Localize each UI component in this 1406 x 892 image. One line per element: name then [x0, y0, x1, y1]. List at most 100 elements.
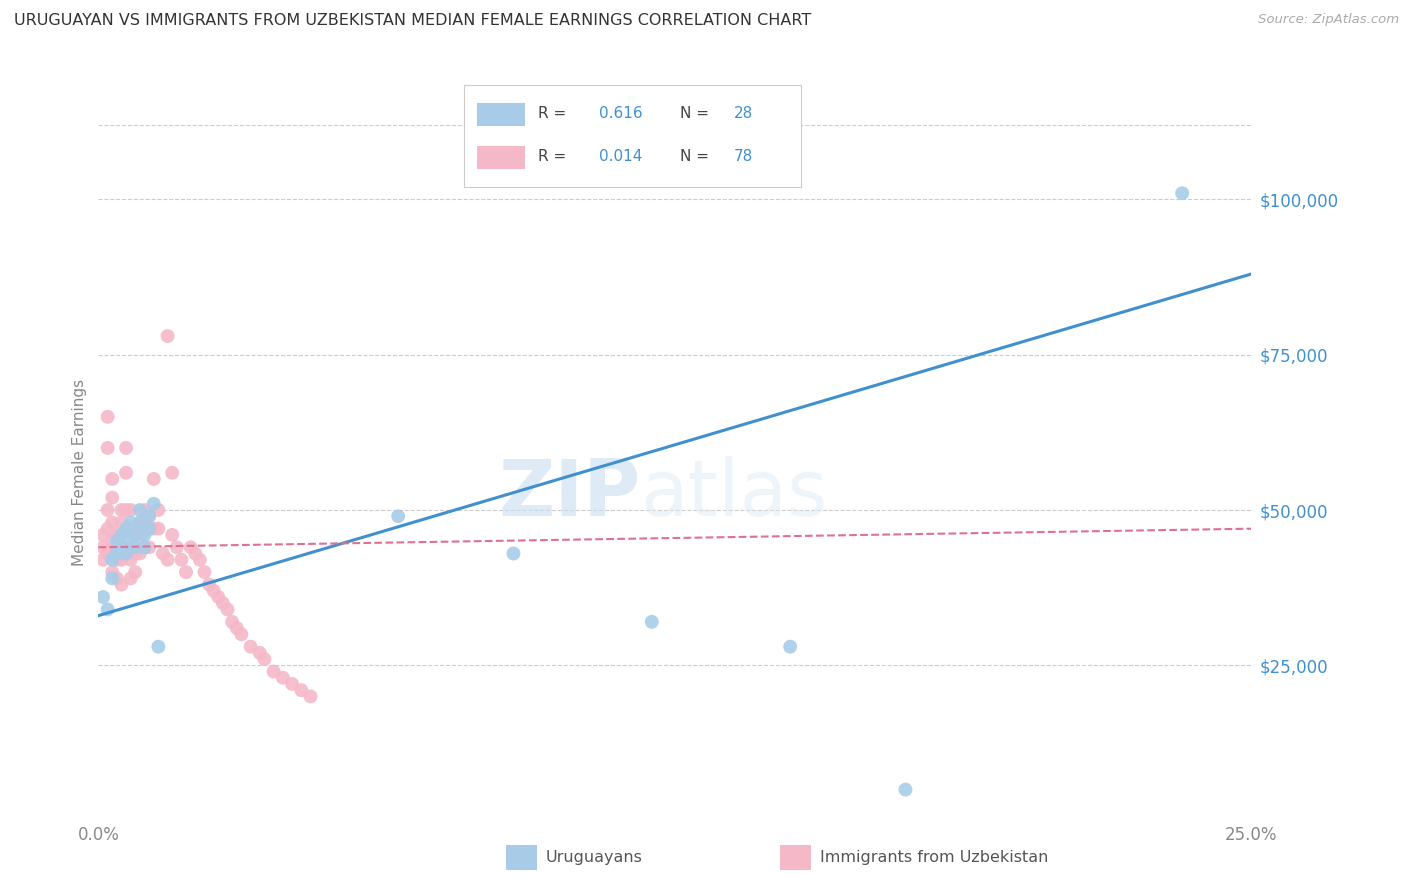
Point: [290, 683, 312, 698]
FancyBboxPatch shape: [478, 146, 524, 169]
Point: [129, 528, 152, 542]
Point: [124, 528, 146, 542]
Point: [120, 552, 142, 567]
Point: [120, 522, 142, 536]
Point: [105, 541, 128, 555]
Point: [207, 590, 229, 604]
Point: [97, 441, 120, 455]
Point: [174, 565, 197, 579]
Point: [120, 516, 142, 530]
Point: [1171, 186, 1194, 201]
Point: [129, 503, 152, 517]
Point: [156, 552, 179, 567]
Text: 0.014: 0.014: [599, 149, 643, 164]
Point: [249, 646, 271, 660]
Point: [97, 602, 120, 616]
Point: [97, 409, 120, 424]
Point: [110, 577, 132, 591]
Point: [239, 640, 262, 654]
Point: [105, 571, 128, 585]
Point: [110, 541, 132, 555]
Point: [202, 583, 225, 598]
Text: Uruguayans: Uruguayans: [546, 850, 643, 864]
Point: [134, 541, 156, 555]
Point: [160, 528, 183, 542]
Point: [263, 665, 285, 679]
Point: [101, 472, 124, 486]
Point: [142, 497, 165, 511]
Point: [134, 541, 156, 555]
Point: [115, 547, 138, 561]
Point: [281, 677, 304, 691]
Point: [160, 466, 183, 480]
Point: [148, 522, 170, 536]
Point: [221, 615, 243, 629]
Point: [225, 621, 247, 635]
Point: [152, 547, 174, 561]
Text: R =: R =: [538, 106, 571, 121]
Point: [115, 503, 138, 517]
Point: [779, 640, 801, 654]
Point: [387, 509, 409, 524]
Text: Source: ZipAtlas.com: Source: ZipAtlas.com: [1258, 13, 1399, 27]
Point: [641, 615, 664, 629]
Point: [138, 509, 160, 524]
Point: [271, 671, 294, 685]
Point: [134, 528, 156, 542]
Point: [97, 522, 120, 536]
Point: [148, 640, 170, 654]
Point: [138, 541, 160, 555]
Point: [110, 541, 132, 555]
Text: N =: N =: [681, 149, 714, 164]
Point: [138, 509, 160, 524]
Point: [91, 541, 114, 555]
Point: [156, 329, 179, 343]
Point: [101, 491, 124, 505]
Point: [101, 534, 124, 549]
Text: URUGUAYAN VS IMMIGRANTS FROM UZBEKISTAN MEDIAN FEMALE EARNINGS CORRELATION CHART: URUGUAYAN VS IMMIGRANTS FROM UZBEKISTAN …: [14, 13, 811, 29]
Point: [105, 534, 128, 549]
Point: [124, 541, 146, 555]
Point: [193, 565, 215, 579]
Point: [101, 565, 124, 579]
Point: [91, 528, 114, 542]
Point: [142, 472, 165, 486]
Point: [115, 522, 138, 536]
Y-axis label: Median Female Earnings: Median Female Earnings: [72, 379, 87, 566]
Text: 78: 78: [734, 149, 754, 164]
Point: [120, 541, 142, 555]
Point: [170, 552, 193, 567]
Point: [110, 528, 132, 542]
Point: [134, 522, 156, 536]
Text: Immigrants from Uzbekistan: Immigrants from Uzbekistan: [820, 850, 1047, 864]
Point: [124, 547, 146, 561]
Point: [97, 503, 120, 517]
Point: [115, 466, 138, 480]
Point: [212, 596, 235, 610]
Point: [299, 690, 322, 704]
Point: [184, 547, 207, 561]
Point: [120, 534, 142, 549]
Point: [188, 552, 211, 567]
Point: [138, 522, 160, 536]
Point: [120, 571, 142, 585]
Point: [198, 577, 221, 591]
Text: N =: N =: [681, 106, 714, 121]
Point: [134, 503, 156, 517]
Point: [142, 522, 165, 536]
Text: ZIP: ZIP: [498, 456, 640, 532]
Point: [105, 547, 128, 561]
Point: [166, 541, 188, 555]
Point: [110, 528, 132, 542]
Point: [129, 516, 152, 530]
Point: [110, 552, 132, 567]
Text: R =: R =: [538, 149, 571, 164]
Text: atlas: atlas: [640, 456, 828, 532]
Point: [124, 565, 146, 579]
Point: [110, 503, 132, 517]
Point: [101, 552, 124, 567]
Point: [120, 503, 142, 517]
Point: [101, 547, 124, 561]
Point: [115, 547, 138, 561]
Point: [105, 528, 128, 542]
